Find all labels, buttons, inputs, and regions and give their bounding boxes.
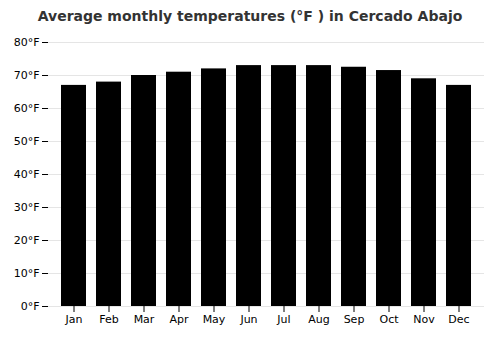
svg-text:Mar: Mar — [134, 313, 155, 326]
svg-text:80°F: 80°F — [14, 36, 40, 49]
svg-text:60°F: 60°F — [14, 102, 40, 115]
svg-text:70°F: 70°F — [14, 69, 40, 82]
svg-text:Feb: Feb — [99, 313, 118, 326]
svg-text:Jan: Jan — [65, 313, 83, 326]
svg-text:40°F: 40°F — [14, 168, 40, 181]
svg-text:Jul: Jul — [276, 313, 290, 326]
svg-text:30°F: 30°F — [14, 201, 40, 214]
svg-text:Oct: Oct — [379, 313, 399, 326]
svg-text:0°F: 0°F — [21, 300, 40, 313]
svg-text:Apr: Apr — [169, 313, 189, 326]
svg-text:May: May — [203, 313, 226, 326]
svg-text:Jun: Jun — [239, 313, 257, 326]
svg-text:Nov: Nov — [413, 313, 435, 326]
svg-text:Sep: Sep — [344, 313, 365, 326]
svg-text:Aug: Aug — [308, 313, 329, 326]
svg-text:50°F: 50°F — [14, 135, 40, 148]
html-text:Average monthly temperatures (: Average monthly temperatures (°F ) in Ce… — [37, 8, 463, 24]
svg-text:Dec: Dec — [448, 313, 469, 326]
svg-text:10°F: 10°F — [14, 267, 40, 280]
svg-text:20°F: 20°F — [14, 234, 40, 247]
